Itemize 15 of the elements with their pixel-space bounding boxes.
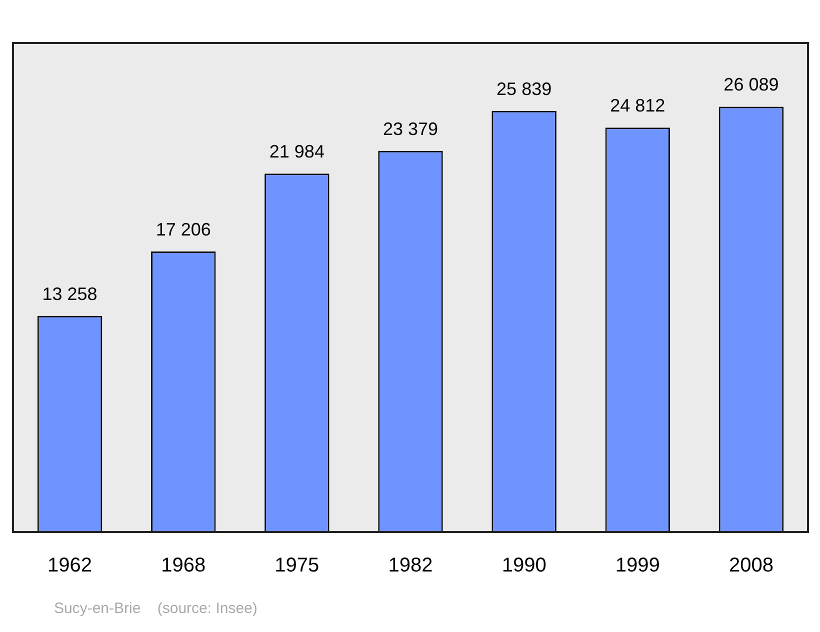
x-tick-label: 1990 xyxy=(502,554,546,577)
data-label: 26 089 xyxy=(724,74,779,95)
data-label: 13 258 xyxy=(42,284,98,304)
x-tick-label: 1968 xyxy=(161,554,206,577)
data-label: 24 812 xyxy=(610,96,666,116)
x-tick-label: 1982 xyxy=(388,554,433,577)
x-tick-label: 1999 xyxy=(615,554,660,577)
data-label: 25 839 xyxy=(496,78,552,99)
data-label: 17 206 xyxy=(156,220,211,240)
x-tick-label: 2008 xyxy=(728,554,774,577)
text: Sucy-en-Brie (source: Insee) xyxy=(54,600,258,617)
data-label: 21 984 xyxy=(269,142,324,162)
data-label: 23 379 xyxy=(382,118,438,139)
x-tick-label: 1975 xyxy=(274,554,320,577)
x-tick-label: 1962 xyxy=(48,554,92,577)
